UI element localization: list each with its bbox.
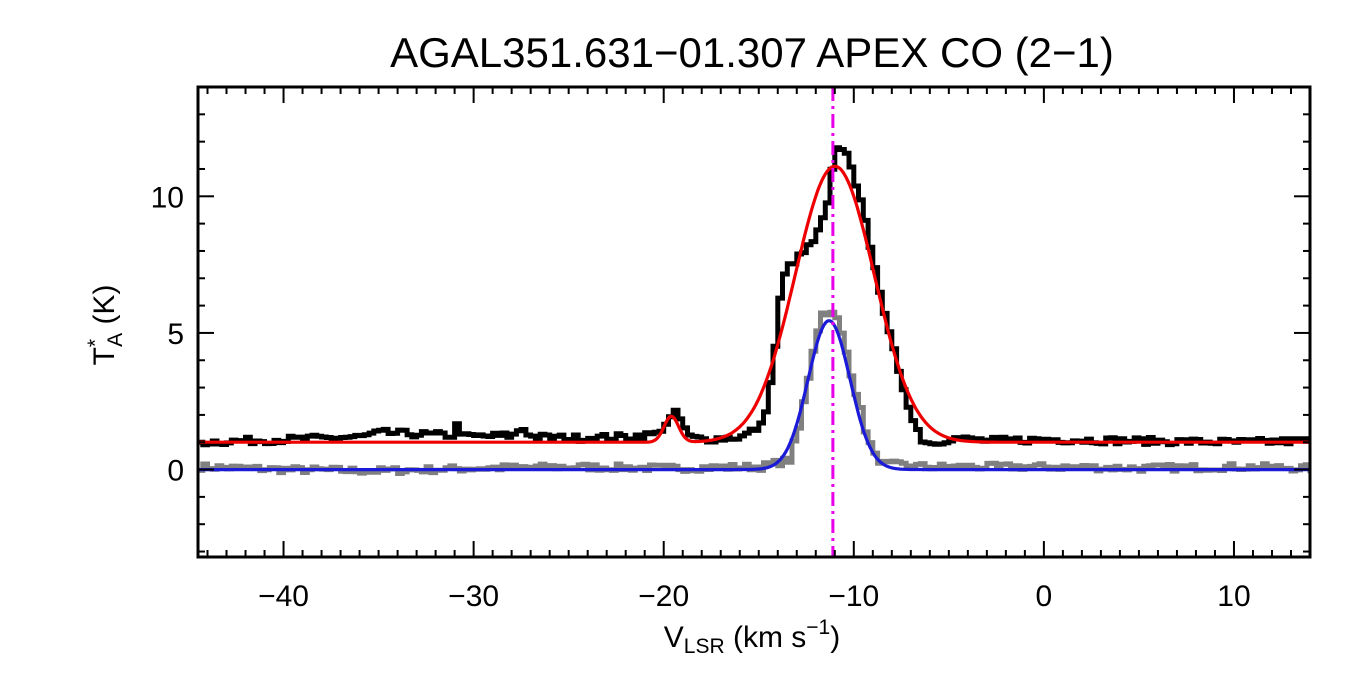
x-axis-label-end: ) [830, 621, 840, 654]
y-axis-label-sup: * [84, 339, 107, 347]
fit-series-co [198, 164, 1310, 444]
x-tick-label: −20 [638, 580, 689, 613]
x-tick-label: 10 [1217, 580, 1250, 613]
chart-title: AGAL351.631−01.307 APEX CO (2−1) [390, 29, 1114, 76]
y-axis-label-sub: A [104, 333, 127, 347]
x-tick-label: −10 [828, 580, 879, 613]
y-tick-label: 10 [151, 181, 184, 214]
fit-series-isotopologue [198, 319, 1310, 472]
x-axis-label: VLSR (km s−1) [664, 616, 840, 658]
x-tick-label: −30 [448, 580, 499, 613]
y-tick-label: 0 [167, 455, 184, 488]
plot-area [198, 87, 1310, 557]
y-axis-label: T*A (K) [84, 285, 127, 366]
x-tick-label: 0 [1036, 580, 1053, 613]
y-axis-label-rest: (K) [88, 285, 121, 333]
y-tick-label: 5 [167, 318, 184, 351]
y-axis-label-main: T [88, 347, 121, 365]
x-axis-label-rest: (km s [725, 621, 807, 654]
x-tick-label: −40 [258, 580, 309, 613]
axes: −40 −30 −20 −10 0 10 0 5 10 [151, 85, 1312, 613]
x-axis-label-sub: LSR [684, 635, 725, 658]
plot-frame [196, 85, 1312, 559]
spectrum-series-isotopologue [198, 309, 1310, 476]
x-axis-label-main: V [664, 621, 684, 654]
x-axis-label-sup: −1 [806, 616, 830, 639]
